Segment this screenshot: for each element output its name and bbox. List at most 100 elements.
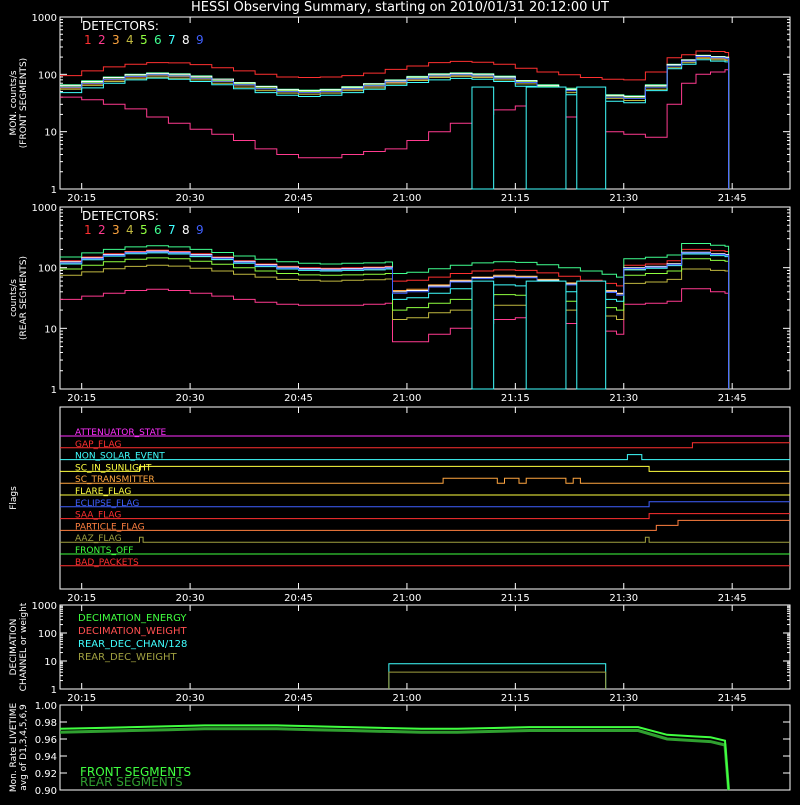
figure-title: HESSI Observing Summary, starting on 201… <box>191 0 609 15</box>
flag-label-saa_flag: SAA_FLAG <box>75 511 121 521</box>
decimation-legend-decimation-energy: DECIMATION_ENERGY <box>78 613 187 624</box>
flag-label-attenuator_state: ATTENUATOR_STATE <box>75 428 167 438</box>
rear-x-tick-label: 21:00 <box>393 393 422 404</box>
rear-legend-detector-6: 6 <box>154 223 162 237</box>
rear-legend-detector-5: 5 <box>140 223 148 237</box>
front-legend-detector-5: 5 <box>140 33 148 47</box>
flag-label-sc_in_sunlight: SC_IN_SUNLIGHT <box>75 463 152 473</box>
front-series-detector-5 <box>60 55 730 189</box>
flags-x-tick-label: 20:15 <box>67 593 96 604</box>
decimation-step <box>388 671 607 689</box>
livetime-front-series <box>59 724 730 791</box>
flags-x-tick-label: 20:30 <box>176 593 205 604</box>
flags-x-tick-label: 21:00 <box>393 593 422 604</box>
front-legend-detector-7: 7 <box>168 33 176 47</box>
livetime-y-tick-label: 0.90 <box>35 786 57 797</box>
front-data-gap <box>525 86 567 190</box>
decimation-x-tick-label: 21:00 <box>393 693 422 704</box>
decimation-y-tick-label: 100 <box>38 629 57 640</box>
rear-data-gap <box>525 280 567 390</box>
rear-y-label: counts/s <box>9 279 19 317</box>
front-y-label: MON. counts/s <box>9 70 19 135</box>
rear-legend-detector-7: 7 <box>168 223 176 237</box>
rear-series-detector-4 <box>60 264 730 389</box>
decimation-legend-decimation-weight: DECIMATION_WEIGHT <box>78 626 187 637</box>
rear-x-tick-label: 21:45 <box>718 393 747 404</box>
flag-label-bad_packets: BAD_PACKETS <box>75 558 139 568</box>
front-legend-detector-6: 6 <box>154 33 162 47</box>
rear-series-detector-5 <box>60 257 730 389</box>
flag-trace-sc_transmitter <box>60 477 790 484</box>
decimation-x-tick-label: 20:45 <box>284 693 313 704</box>
front-series-detector-1 <box>60 50 730 189</box>
decimation-y-tick-label: 1 <box>51 685 57 696</box>
rear-legend-detector-2: 2 <box>98 223 106 237</box>
flag-label-gap_flag: GAP_FLAG <box>75 440 121 450</box>
livetime-y-label: avg of D1,3,4,5,6,9 <box>19 704 29 791</box>
rear-series-detector-6 <box>60 243 730 389</box>
flag-label-particle_flag: PARTICLE_FLAG <box>75 522 145 532</box>
rear-x-tick-label: 21:15 <box>501 393 530 404</box>
rear-x-tick-label: 20:30 <box>176 393 205 404</box>
flag-trace-aaz_flag <box>60 536 790 543</box>
decimation-legend-rear-dec-weight: REAR_DEC_WEIGHT <box>78 652 177 663</box>
rear-legend-detector-8: 8 <box>182 223 190 237</box>
decimation-axes-frame <box>59 604 791 690</box>
livetime-y-label: Mon. Rate LIVETIME <box>9 703 19 793</box>
flag-label-non_solar_event: NON_SOLAR_EVENT <box>75 452 165 462</box>
front-x-tick-label: 21:30 <box>609 193 638 204</box>
decimation-step <box>388 663 607 689</box>
decimation-x-tick-label: 20:30 <box>176 693 205 704</box>
front-legend-detector-2: 2 <box>98 33 106 47</box>
front-y-tick-label: 10 <box>44 128 57 139</box>
rear-data-gap <box>471 280 495 390</box>
front-legend-detector-8: 8 <box>182 33 190 47</box>
rear-x-tick-label: 20:45 <box>284 393 313 404</box>
flag-trace-particle_flag <box>60 519 790 531</box>
flag-trace-non_solar_event <box>60 454 790 461</box>
front-x-tick-label: 20:30 <box>176 193 205 204</box>
flags-y-label: Flags <box>9 486 19 510</box>
livetime-y-tick-label: 0.96 <box>35 735 57 746</box>
rear-legend-detector-4: 4 <box>126 223 134 237</box>
flag-label-aaz_flag: AAZ_FLAG <box>75 534 122 544</box>
front-legend-detector-1: 1 <box>84 33 92 47</box>
livetime-y-tick-label: 0.92 <box>35 769 57 780</box>
decimation-y-tick-label: 10 <box>44 657 57 668</box>
front-legend-detector-4: 4 <box>126 33 134 47</box>
decimation-x-tick-label: 21:45 <box>718 693 747 704</box>
flag-trace-saa_flag <box>60 513 790 520</box>
rear-x-tick-label: 21:30 <box>609 393 638 404</box>
front-axes-frame <box>59 16 791 190</box>
flag-trace-gap_flag <box>60 442 790 449</box>
livetime-legend-rear-segments: REAR SEGMENTS <box>80 775 183 789</box>
flag-trace-eclipse_flag <box>60 501 790 508</box>
rear-axes-frame <box>59 206 791 390</box>
front-series-detector-2 <box>60 69 730 189</box>
front-x-tick-label: 21:15 <box>501 193 530 204</box>
decimation-x-tick-label: 20:15 <box>67 693 96 704</box>
front-data-gap <box>471 86 495 190</box>
rear-y-tick-label: 10 <box>44 324 57 335</box>
livetime-y-tick-label: 1.00 <box>35 701 57 712</box>
flags-axes-frame <box>59 406 791 590</box>
flag-label-eclipse_flag: ECLIPSE_FLAG <box>75 499 139 509</box>
rear-series-detector-3 <box>60 251 730 389</box>
rear-y-tick-label: 1 <box>51 385 57 396</box>
decimation-x-tick-label: 21:15 <box>501 693 530 704</box>
flag-label-fronts_off: FRONTS_OFF <box>75 546 133 556</box>
front-legend-detector-9: 9 <box>196 33 204 47</box>
livetime-y-tick-label: 0.94 <box>35 752 57 763</box>
rear-legend-title: DETECTORS: <box>82 209 159 223</box>
decimation-y-tick-label: 1000 <box>32 601 57 612</box>
front-legend-title: DETECTORS: <box>82 19 159 33</box>
flags-x-tick-label: 21:15 <box>501 593 530 604</box>
rear-x-tick-label: 20:15 <box>67 393 96 404</box>
front-data-gap <box>576 86 607 190</box>
decimation-y-label: DECIMATION <box>9 619 19 676</box>
livetime-legend-front-segments: FRONT SEGMENTS <box>80 765 191 779</box>
flag-label-sc_transmitter: SC_TRANSMITTER <box>75 475 155 485</box>
front-y-tick-label: 1000 <box>32 13 57 24</box>
flag-trace-sc_in_sunlight <box>60 465 790 472</box>
